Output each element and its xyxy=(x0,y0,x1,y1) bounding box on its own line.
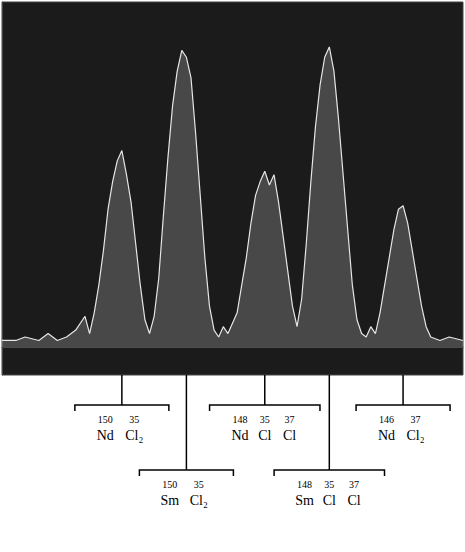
svg-text:Cl: Cl xyxy=(258,428,271,443)
svg-text:Cl: Cl xyxy=(323,493,336,508)
svg-text:35: 35 xyxy=(324,479,334,490)
svg-text:Cl₂: Cl₂ xyxy=(190,493,208,508)
svg-text:Cl: Cl xyxy=(347,493,360,508)
svg-text:37: 37 xyxy=(410,414,420,425)
svg-text:Cl₂: Cl₂ xyxy=(125,428,143,443)
svg-text:Nd: Nd xyxy=(378,428,395,443)
svg-text:146: 146 xyxy=(379,414,394,425)
svg-text:148: 148 xyxy=(297,479,312,490)
svg-text:150: 150 xyxy=(98,414,113,425)
svg-text:148: 148 xyxy=(232,414,247,425)
svg-text:Cl: Cl xyxy=(283,428,296,443)
svg-text:Cl₂: Cl₂ xyxy=(406,428,424,443)
svg-text:Nd: Nd xyxy=(231,428,248,443)
svg-text:37: 37 xyxy=(349,479,359,490)
svg-text:Sm: Sm xyxy=(160,493,179,508)
svg-text:35: 35 xyxy=(260,414,270,425)
svg-text:35: 35 xyxy=(194,479,204,490)
svg-text:Sm: Sm xyxy=(295,493,314,508)
svg-text:37: 37 xyxy=(285,414,295,425)
svg-text:35: 35 xyxy=(129,414,139,425)
svg-text:150: 150 xyxy=(162,479,177,490)
svg-text:Nd: Nd xyxy=(97,428,114,443)
